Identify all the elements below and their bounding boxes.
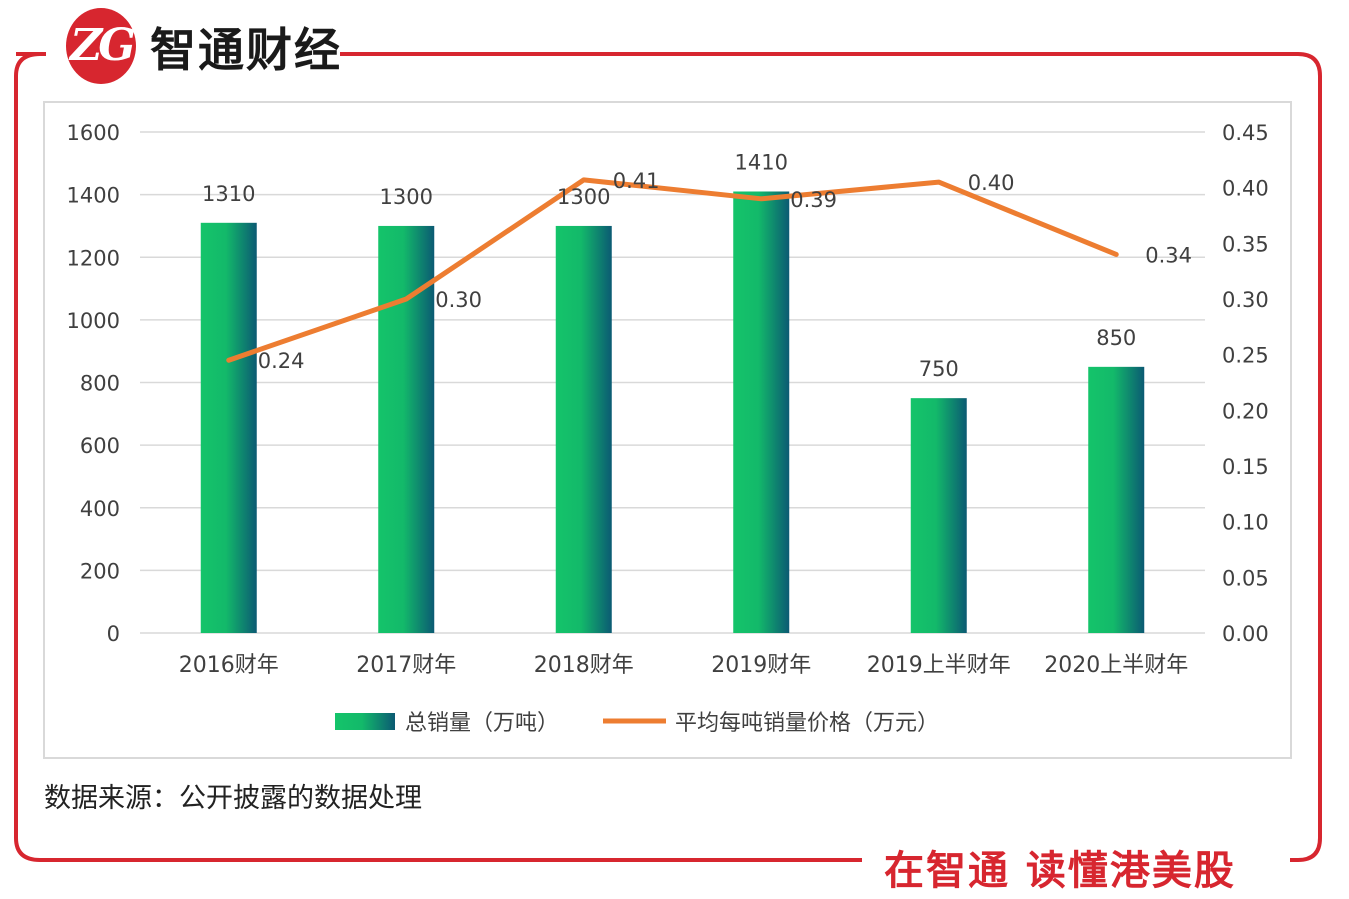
brand-logo: ZG <box>66 8 136 84</box>
bar <box>378 225 435 633</box>
y-left-tick-label: 1000 <box>67 309 120 333</box>
y-left-tick-label: 200 <box>80 559 120 583</box>
y-right-tick-label: 0.10 <box>1222 511 1269 535</box>
y-left-tick-label: 800 <box>80 372 120 396</box>
frame-top-right-border <box>340 52 1322 862</box>
legend: 总销量（万吨） 平均每吨销量价格（万元） <box>335 711 939 736</box>
y-left-tick-label: 400 <box>80 497 120 521</box>
x-tick-label: 2019财年 <box>711 653 811 678</box>
bar-data-label: 750 <box>919 357 959 381</box>
bar-data-label: 1410 <box>735 150 788 174</box>
line-data-label: 0.24 <box>258 349 305 373</box>
brand-slogan: 在智通 读懂港美股 <box>878 838 1242 896</box>
source-note: 数据来源：公开披露的数据处理 <box>44 783 422 814</box>
brand-name: 智通财经 <box>150 23 342 77</box>
bar <box>910 398 967 633</box>
price-line <box>226 177 1119 363</box>
y-right-tick-label: 0.40 <box>1222 177 1269 201</box>
bar-series <box>200 191 1145 633</box>
bar-data-label: 1300 <box>380 185 433 209</box>
y-left-tick-label: 0 <box>107 622 120 646</box>
y-right-tick-label: 0.20 <box>1222 399 1269 423</box>
line-data-label: 0.39 <box>790 188 837 212</box>
y-right-tick-label: 0.05 <box>1222 566 1269 590</box>
grid-lines <box>140 131 1205 634</box>
bar <box>200 222 257 633</box>
x-tick-label: 2018财年 <box>534 653 634 678</box>
bar <box>733 191 790 633</box>
bar <box>1088 366 1145 633</box>
bar-data-label: 1300 <box>557 185 610 209</box>
bar-data-label: 1310 <box>202 182 255 206</box>
y-right-tick-label: 0.25 <box>1222 344 1269 368</box>
y-right-tick-label: 0.35 <box>1222 232 1269 256</box>
x-tick-label: 2017财年 <box>356 653 456 678</box>
y-right-tick-label: 0.45 <box>1222 121 1269 145</box>
legend-line-label: 平均每吨销量价格（万元） <box>675 711 939 736</box>
line-data-label: 0.40 <box>968 171 1015 195</box>
y-right-tick-label: 0.30 <box>1222 288 1269 312</box>
y-left-tick-label: 1400 <box>67 184 120 208</box>
y-left-tick-label: 600 <box>80 434 120 458</box>
line-data-label: 0.30 <box>435 288 482 312</box>
y-left-tick-label: 1600 <box>67 121 120 145</box>
legend-bar-label: 总销量（万吨） <box>405 711 559 736</box>
y-right-tick-label: 0.00 <box>1222 622 1269 646</box>
y-right-tick-label: 0.15 <box>1222 455 1269 479</box>
data-labels: 1310 1300 1300 1410 750 850 0.24 0.30 0.41 0.39 0.… <box>202 150 1192 381</box>
y-left-tick-label: 1200 <box>67 246 120 270</box>
axis-labels: 0 200 400 600 800 1000 1200 1400 1600 0.00 0.05 0.1… <box>67 121 1269 678</box>
x-tick-label: 2019上半财年 <box>867 653 1011 678</box>
x-tick-label: 2020上半财年 <box>1044 653 1188 678</box>
frame-left-bottom-border <box>14 52 862 862</box>
bar-data-label: 850 <box>1096 326 1136 350</box>
legend-bar-swatch <box>335 713 395 730</box>
line-data-label: 0.34 <box>1145 243 1192 267</box>
line-data-label: 0.41 <box>613 169 660 193</box>
line-series <box>226 177 1119 363</box>
x-tick-label: 2016财年 <box>179 653 279 678</box>
chart-container <box>43 101 1292 759</box>
bar <box>555 225 612 633</box>
